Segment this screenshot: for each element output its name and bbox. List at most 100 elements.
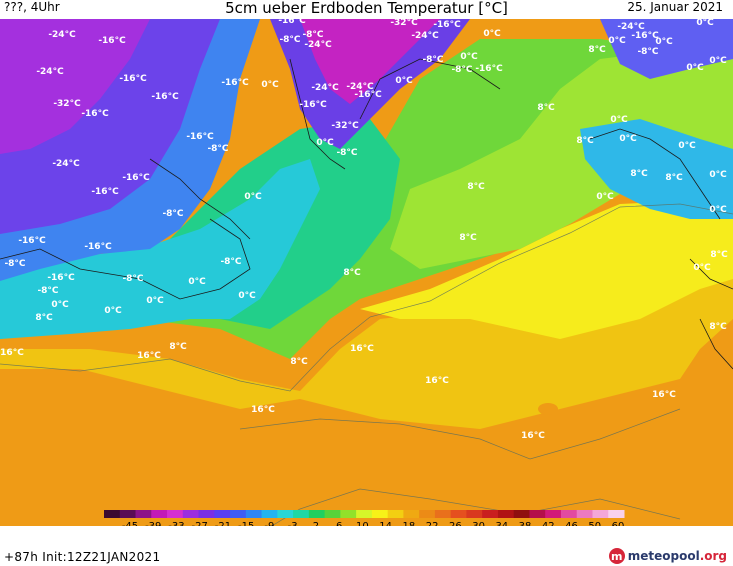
cyan-zone bbox=[0, 159, 320, 339]
temperature-label: -24°C bbox=[36, 67, 64, 77]
legend-tick-label: 34 bbox=[495, 521, 508, 526]
brand-main: meteopool bbox=[627, 549, 700, 563]
legend-swatch bbox=[545, 510, 562, 518]
legend-tick-label: 42 bbox=[542, 521, 555, 526]
legend-tick-label: -3 bbox=[288, 521, 298, 526]
legend-swatch bbox=[277, 510, 294, 518]
map-title: 5cm ueber Erdboden Temperatur [°C] bbox=[225, 0, 508, 17]
temperature-label: -24°C bbox=[411, 31, 439, 41]
isotherms bbox=[0, 203, 733, 526]
purple-zone bbox=[0, 19, 150, 154]
temperature-label: -32°C bbox=[331, 121, 359, 131]
temperature-label: -8°C bbox=[220, 257, 241, 267]
temperature-label: 16°C bbox=[652, 390, 676, 400]
meteopool-logo-icon: m bbox=[608, 548, 625, 564]
temperature-label: -16°C bbox=[631, 31, 659, 41]
temperature-label: 16°C bbox=[137, 351, 161, 361]
legend-swatch bbox=[151, 510, 168, 518]
temperature-label: -8°C bbox=[122, 274, 143, 284]
temperature-label: -8°C bbox=[302, 30, 323, 40]
legend-tick-label: 60 bbox=[612, 521, 625, 526]
legend-tick-label: 46 bbox=[565, 521, 578, 526]
legend-swatch bbox=[324, 510, 341, 518]
temperature-label: 16°C bbox=[350, 344, 374, 354]
temperature-label: 0°C bbox=[709, 170, 727, 180]
init-time: +87h Init:12Z21JAN2021 bbox=[4, 550, 161, 564]
temperature-label: 0°C bbox=[483, 29, 501, 39]
legend-swatch bbox=[419, 510, 436, 518]
legend-swatch bbox=[340, 510, 357, 518]
legend-swatch bbox=[592, 510, 609, 518]
legend-swatch bbox=[387, 510, 404, 518]
legend-tick-label: 10 bbox=[356, 521, 369, 526]
temperature-label: -24°C bbox=[48, 30, 76, 40]
legend-swatch bbox=[450, 510, 467, 518]
temperature-label: -8°C bbox=[37, 286, 58, 296]
temperature-label: 0°C bbox=[261, 80, 279, 90]
forecast-time: ???, 4Uhr bbox=[4, 0, 60, 14]
temperature-label: 0°C bbox=[610, 115, 628, 125]
legend-swatch bbox=[198, 510, 215, 518]
temperature-label: -8°C bbox=[336, 148, 357, 158]
temperature-label: -16°C bbox=[84, 242, 112, 252]
temperature-label: -24°C bbox=[311, 83, 339, 93]
legend-swatch bbox=[245, 510, 263, 518]
temperature-label: 0°C bbox=[51, 300, 69, 310]
legend-tick-label: 14 bbox=[379, 521, 392, 526]
temperature-label: -8°C bbox=[451, 65, 472, 75]
forecast-date: 25. Januar 2021 bbox=[627, 0, 723, 14]
legend-swatch bbox=[104, 510, 121, 518]
legend-tick-label: -15 bbox=[238, 521, 254, 526]
greenland-magenta-core bbox=[300, 19, 440, 104]
temperature-label: -24°C bbox=[617, 22, 645, 32]
legend-swatch bbox=[608, 510, 625, 518]
temperature-label: 16°C bbox=[0, 348, 24, 358]
temperature-label: 8°C bbox=[467, 182, 485, 192]
temperature-label: 16°C bbox=[425, 376, 449, 386]
legend-swatch bbox=[182, 510, 200, 518]
temperature-label: 8°C bbox=[710, 250, 728, 260]
legend-swatch bbox=[466, 510, 483, 518]
temperature-labels: -24°C-16°C-24°C-16°C-32°C-16°C-16°C-16°C… bbox=[0, 19, 728, 441]
temperature-label: -24°C bbox=[346, 82, 374, 92]
legend-swatch bbox=[261, 510, 278, 518]
legend-tick-label: 38 bbox=[519, 521, 532, 526]
temperature-label: -8°C bbox=[162, 209, 183, 219]
temperature-label: 0°C bbox=[696, 19, 714, 28]
temperature-label: -8°C bbox=[637, 47, 658, 57]
brand[interactable]: m meteopool.org bbox=[608, 546, 727, 566]
temperature-label: 0°C bbox=[655, 37, 673, 47]
map-header: ???, 4Uhr 5cm ueber Erdboden Temperatur … bbox=[0, 0, 733, 20]
color-legend: -45-39-33-27-21-15-9-3261014182226303438… bbox=[104, 510, 625, 526]
legend-swatch bbox=[434, 510, 452, 518]
legend-tick-label: -9 bbox=[264, 521, 274, 526]
legend-tick-label: 26 bbox=[449, 521, 462, 526]
light-yellow-belt bbox=[360, 201, 733, 339]
temperature-label: 0°C bbox=[188, 277, 206, 287]
temperature-label: -16°C bbox=[354, 90, 382, 100]
temperature-label: 0°C bbox=[104, 306, 122, 316]
temperature-label: 0°C bbox=[238, 291, 256, 301]
legend-swatch bbox=[214, 510, 231, 518]
legend-tick-label: -27 bbox=[192, 521, 208, 526]
legend-swatch bbox=[293, 510, 310, 518]
temperature-label: -16°C bbox=[81, 109, 109, 119]
temperature-label: 0°C bbox=[460, 52, 478, 62]
temperature-label: 0°C bbox=[678, 141, 696, 151]
temperature-label: 0°C bbox=[709, 56, 727, 66]
legend-tick-label: -39 bbox=[145, 521, 161, 526]
temperature-label: 8°C bbox=[343, 268, 361, 278]
temperature-label: -24°C bbox=[52, 159, 80, 169]
legend-swatch bbox=[560, 510, 578, 518]
legend-swatch bbox=[119, 510, 137, 518]
legend-tick-label: 30 bbox=[472, 521, 485, 526]
scandinavia-cyan-area bbox=[580, 119, 733, 219]
legend-swatch bbox=[576, 510, 593, 518]
temperature-label: 0°C bbox=[146, 296, 164, 306]
temperature-label: 8°C bbox=[665, 173, 683, 183]
legend-tick-label: 2 bbox=[313, 521, 319, 526]
temperature-label: -8°C bbox=[207, 144, 228, 154]
legend-swatch bbox=[308, 510, 326, 518]
svalbard-cold-area bbox=[600, 19, 733, 79]
temperature-label: -16°C bbox=[475, 64, 503, 74]
